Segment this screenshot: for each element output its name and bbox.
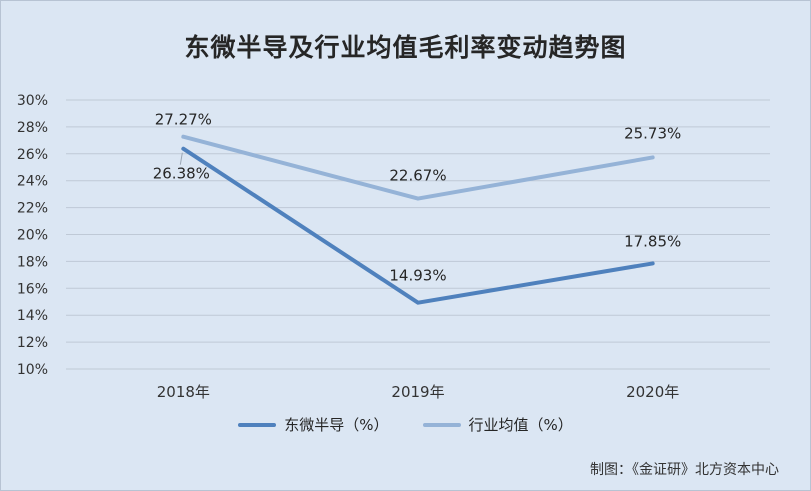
- x-tick-label: 2020年: [626, 383, 679, 401]
- y-tick-label: 14%: [17, 308, 48, 324]
- series-line-2: [181, 134, 655, 201]
- data-label: 17.85%: [624, 232, 681, 250]
- chart-credit: 制图：《金证研》北方资本中心: [590, 462, 779, 478]
- y-tick-label: 26%: [17, 147, 48, 163]
- legend-label-series-2: 行业均值（%）: [468, 416, 573, 434]
- chart-title: 东微半导及行业均值毛利率变动趋势图: [184, 33, 627, 62]
- legend-swatch-series-2: [422, 422, 461, 427]
- y-tick-label: 30%: [17, 93, 48, 109]
- data-label: 27.27%: [155, 111, 212, 129]
- data-label: 22.67%: [389, 167, 446, 185]
- legend-swatch-series-1: [238, 422, 277, 427]
- legend-label-series-1: 东微半导（%）: [284, 416, 389, 434]
- series-line-1: [181, 146, 655, 305]
- data-label: 14.93%: [389, 267, 446, 285]
- y-tick-label: 12%: [17, 335, 48, 351]
- legend-item-series-1: 东微半导（%）: [238, 414, 389, 435]
- x-tick-label: 2019年: [391, 383, 444, 401]
- data-label: 26.38%: [153, 165, 210, 183]
- y-tick-label: 24%: [17, 174, 48, 190]
- y-tick-label: 28%: [17, 120, 48, 136]
- y-tick-label: 20%: [17, 228, 48, 244]
- y-tick-label: 16%: [17, 281, 48, 297]
- chart-legend: 东微半导（%） 行业均值（%）: [0, 414, 811, 435]
- y-tick-label: 22%: [17, 201, 48, 217]
- legend-item-series-2: 行业均值（%）: [422, 414, 573, 435]
- data-label: 25.73%: [624, 124, 681, 142]
- x-tick-label: 2018年: [157, 383, 210, 401]
- y-tick-label: 18%: [17, 254, 48, 270]
- label-leader-line: [179, 152, 183, 165]
- y-tick-label: 10%: [17, 362, 48, 378]
